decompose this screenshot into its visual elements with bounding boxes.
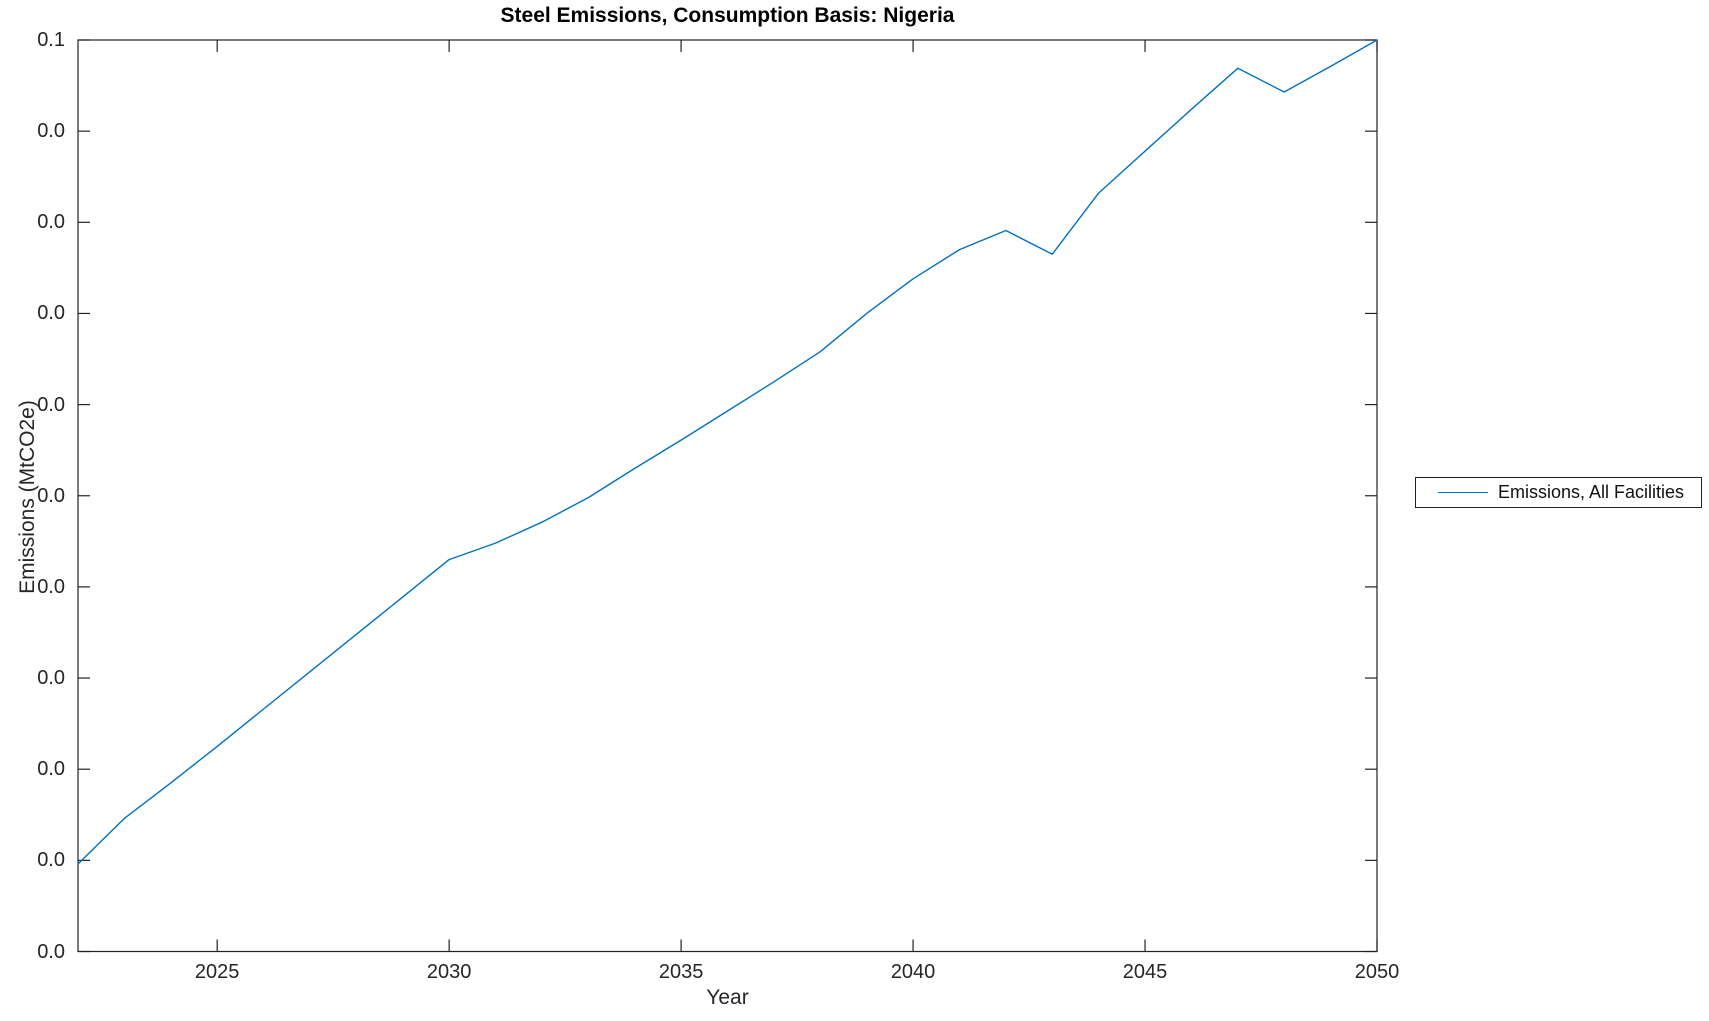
y-tick-label: 0.0 (37, 667, 65, 690)
y-tick-label: 0.0 (37, 758, 65, 781)
x-axis-label: Year (706, 986, 749, 1009)
y-tick-label: 0.0 (37, 302, 65, 325)
y-tick-label: 0.0 (37, 120, 65, 143)
legend-line-sample-icon (1438, 492, 1488, 493)
x-tick-label: 2045 (1122, 961, 1168, 983)
axes-box (77, 39, 1378, 953)
legend-entry-label: Emissions, All Facilities (1498, 482, 1685, 502)
y-tick-label: 0.0 (37, 940, 65, 963)
series-line (77, 39, 1378, 865)
x-tick-label: 2035 (658, 961, 704, 983)
y-tick-label: 0.0 (37, 849, 65, 872)
y-tick-label: 0.0 (37, 211, 65, 234)
y-tick-label: 0.0 (37, 393, 65, 416)
x-tick-label: 2030 (426, 961, 472, 983)
x-tick-label: 2050 (1354, 961, 1400, 983)
x-tick-label: 2025 (194, 961, 240, 983)
x-tick-label: 2040 (890, 961, 936, 983)
chart-title: Steel Emissions, Consumption Basis: Nige… (500, 4, 955, 27)
legend: Emissions, All Facilities (1415, 477, 1702, 508)
y-tick-label: 0.0 (37, 484, 65, 507)
y-tick-label: 0.0 (37, 575, 65, 598)
y-tick-label: 0.1 (37, 29, 65, 51)
